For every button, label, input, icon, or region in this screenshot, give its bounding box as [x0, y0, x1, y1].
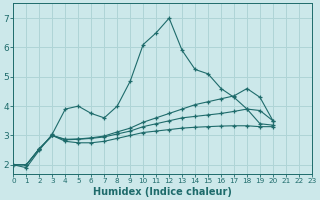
X-axis label: Humidex (Indice chaleur): Humidex (Indice chaleur) [93, 187, 232, 197]
